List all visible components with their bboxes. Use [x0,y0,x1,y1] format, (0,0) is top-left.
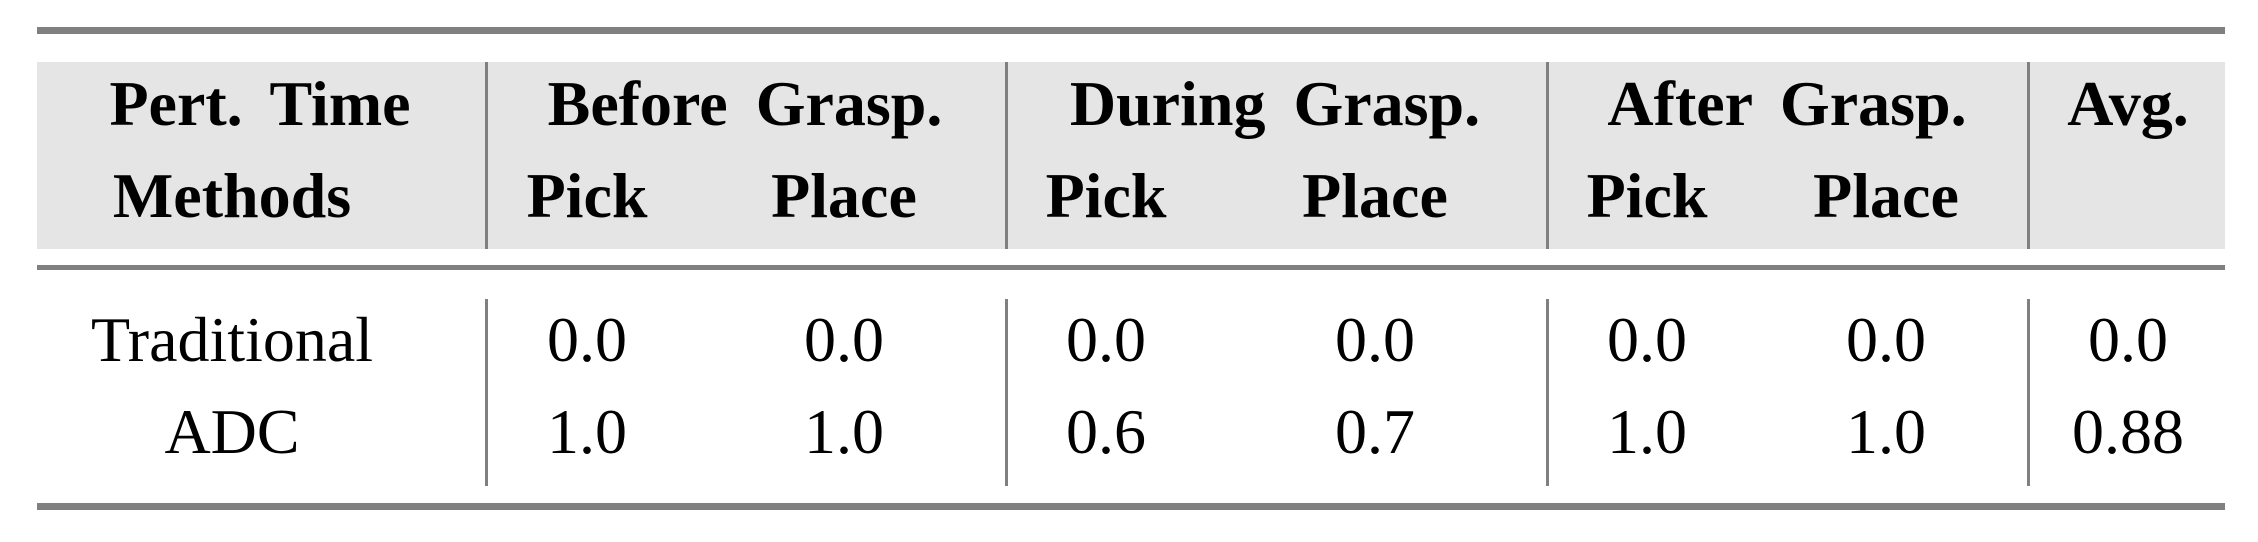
header-before-grasp: Before Grasp. [547,68,943,139]
row-traditional-method: Traditional [90,304,374,375]
row-traditional-value: 0.0 [1066,304,1146,375]
column-divider [2027,299,2030,486]
row-adc-value: 1.0 [547,396,627,467]
header-after-grasp: After Grasp. [1607,68,1967,139]
header-during-pick: Pick [1045,160,1167,231]
row-adc-value: 1.0 [1607,396,1687,467]
header-before-place: Place [771,160,917,231]
column-divider [1005,62,1008,249]
top-rule [37,27,2225,34]
header-pert-time: Pert. Time [109,68,411,139]
row-traditional-value: 0.0 [1607,304,1687,375]
row-traditional-avg: 0.0 [2088,304,2168,375]
row-adc-value: 0.7 [1335,396,1415,467]
row-adc-value: 0.6 [1066,396,1146,467]
column-divider [1546,299,1549,486]
row-adc-avg: 0.88 [2072,396,2184,467]
column-divider [485,62,488,249]
bottom-rule [37,503,2225,510]
row-adc-value: 1.0 [804,396,884,467]
mid-rule [37,265,2225,270]
row-adc-value: 1.0 [1846,396,1926,467]
header-before-pick: Pick [526,160,648,231]
column-divider [1005,299,1008,486]
column-divider [2027,62,2030,249]
column-divider [1546,62,1549,249]
header-after-pick: Pick [1586,160,1708,231]
row-traditional-value: 0.0 [547,304,627,375]
header-after-place: Place [1813,160,1959,231]
row-adc-method: ADC [164,396,300,467]
header-avg: Avg. [2067,68,2189,139]
column-divider [485,299,488,486]
row-traditional-value: 0.0 [1846,304,1926,375]
row-traditional-value: 0.0 [804,304,884,375]
header-methods: Methods [112,160,352,231]
header-background [37,62,2225,249]
header-during-grasp: During Grasp. [1069,68,1481,139]
header-during-place: Place [1302,160,1448,231]
row-traditional-value: 0.0 [1335,304,1415,375]
